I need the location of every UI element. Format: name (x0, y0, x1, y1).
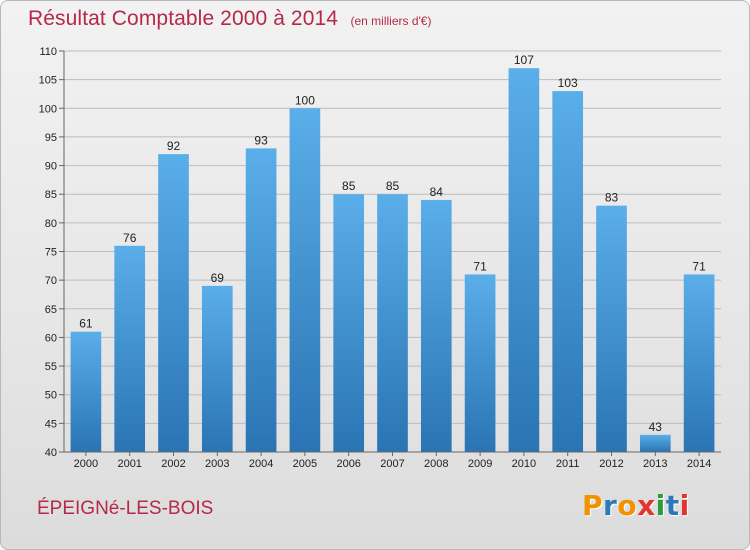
data-label-2002: 92 (167, 139, 181, 153)
bar-2001 (114, 245, 146, 452)
data-label-2012: 83 (605, 191, 619, 205)
y-tick-label: 80 (45, 218, 57, 230)
bar-2004 (245, 148, 277, 452)
logo-letter: i (655, 489, 666, 522)
data-label-2004: 93 (254, 133, 268, 147)
bar-2007 (377, 194, 408, 452)
bar-2000 (70, 331, 102, 452)
data-label-2013: 43 (649, 420, 663, 434)
bars: 61 76 92 69 93 100 85 85 84 71 107 103 83 43 71 (70, 53, 715, 453)
x-tick-label: 2003 (205, 458, 229, 470)
x-tick-label: 2002 (161, 458, 185, 470)
x-tick-label: 2004 (249, 458, 273, 470)
y-tick-label: 95 (45, 132, 57, 144)
y-tick-label: 90 (45, 161, 57, 173)
bar-2003 (201, 285, 233, 452)
x-tick-label: 2009 (468, 458, 492, 470)
bar-2010 (508, 68, 540, 452)
y-tick-label: 70 (45, 275, 57, 287)
x-tick-label: 2005 (293, 458, 317, 470)
x-tick-label: 2010 (512, 458, 536, 470)
data-label-2011: 103 (558, 76, 578, 90)
bar-2014 (683, 274, 715, 452)
y-tick-label: 45 (45, 418, 57, 430)
bar-2009 (464, 274, 496, 452)
data-label-2014: 71 (692, 259, 706, 273)
logo-letter: t (665, 489, 680, 522)
chart-subtitle: (en milliers d'€) (350, 14, 432, 28)
logo-letter: x (637, 489, 656, 522)
data-label-2006: 85 (342, 179, 356, 193)
data-label-2001: 76 (123, 231, 137, 245)
logo-letter: i (679, 489, 690, 522)
data-label-2000: 61 (79, 317, 93, 331)
bar-2005 (289, 108, 321, 453)
y-tick-label: 110 (39, 46, 57, 58)
data-label-2008: 84 (430, 185, 444, 199)
data-label-2010: 107 (514, 53, 534, 67)
y-tick-label: 55 (45, 361, 57, 373)
title-row: Résultat Comptable 2000 à 2014 (en milli… (28, 7, 431, 31)
chart-title: Résultat Comptable 2000 à 2014 (28, 7, 339, 30)
x-tick-label: 2013 (643, 458, 667, 470)
y-tick-label: 65 (45, 304, 57, 316)
commune-name: ÉPEIGNé-LES-BOIS (37, 498, 214, 519)
data-label-2007: 85 (386, 179, 400, 193)
x-tick-label: 2000 (74, 458, 98, 470)
bar-2013 (639, 434, 671, 452)
logo-letter: r (603, 489, 618, 522)
logo-letter: o (617, 489, 638, 522)
y-tick-label: 85 (45, 189, 57, 201)
x-tick-label: 2006 (336, 458, 360, 470)
x-tick-label: 2001 (117, 458, 141, 470)
y-tick-label: 40 (45, 447, 57, 459)
logo-letter: P (582, 489, 604, 522)
x-tick-label: 2014 (687, 458, 711, 470)
bar-2008 (420, 199, 452, 452)
data-label-2009: 71 (473, 259, 487, 273)
data-label-2005: 100 (295, 93, 315, 107)
y-tick-label: 75 (45, 247, 57, 259)
x-tick-label: 2008 (424, 458, 448, 470)
x-tick-label: 2011 (556, 458, 580, 470)
data-label-2003: 69 (211, 271, 225, 285)
y-tick-label: 105 (39, 75, 57, 87)
y-tick-label: 50 (45, 390, 57, 402)
bar-2011 (552, 91, 584, 452)
y-tick-label: 100 (39, 103, 57, 115)
x-tick-label: 2012 (599, 458, 623, 470)
y-tick-label: 60 (45, 332, 57, 344)
bar-2002 (158, 154, 189, 452)
axes: 40 45 50 55 60 65 70 75 80 85 90 95 100 105 110 2000 200… (39, 46, 721, 470)
bar-2006 (333, 194, 365, 452)
x-tick-label: 2007 (380, 458, 404, 470)
proxiti-logo: Proxiti (582, 489, 690, 522)
bar-2012 (596, 205, 627, 452)
